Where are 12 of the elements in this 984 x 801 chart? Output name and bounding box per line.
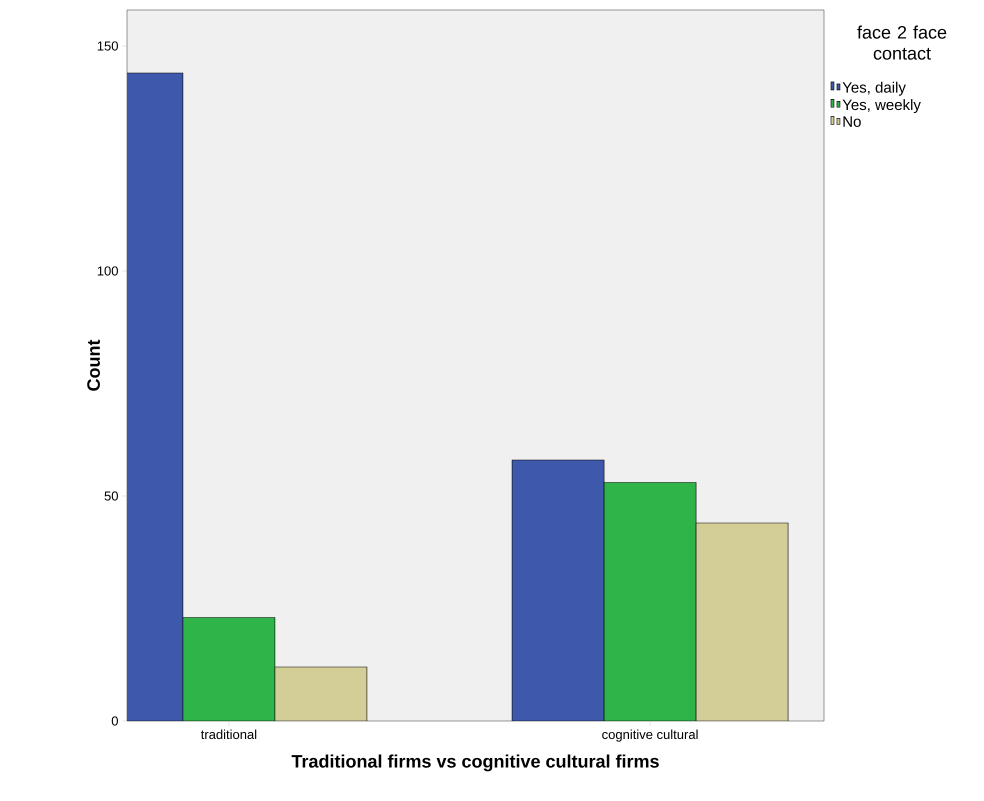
- y-tick-label: 0: [112, 716, 118, 726]
- y-tick-label: 50: [104, 491, 118, 501]
- x-tick-label: cognitive cultural: [602, 730, 698, 742]
- x-axis-title: Traditional firms vs cognitive cultural firms: [292, 754, 659, 772]
- y-tick-label: 100: [98, 266, 118, 276]
- legend-label: No: [843, 116, 861, 127]
- x-tick-label: traditional: [200, 730, 256, 740]
- legend-label: Yes, weekly: [842, 99, 921, 114]
- y-axis-title: Count: [87, 340, 100, 391]
- legend-label: Yes, daily: [842, 82, 906, 96]
- legend-title: face 2 face contact: [857, 26, 946, 60]
- y-tick-label: 150: [98, 41, 118, 51]
